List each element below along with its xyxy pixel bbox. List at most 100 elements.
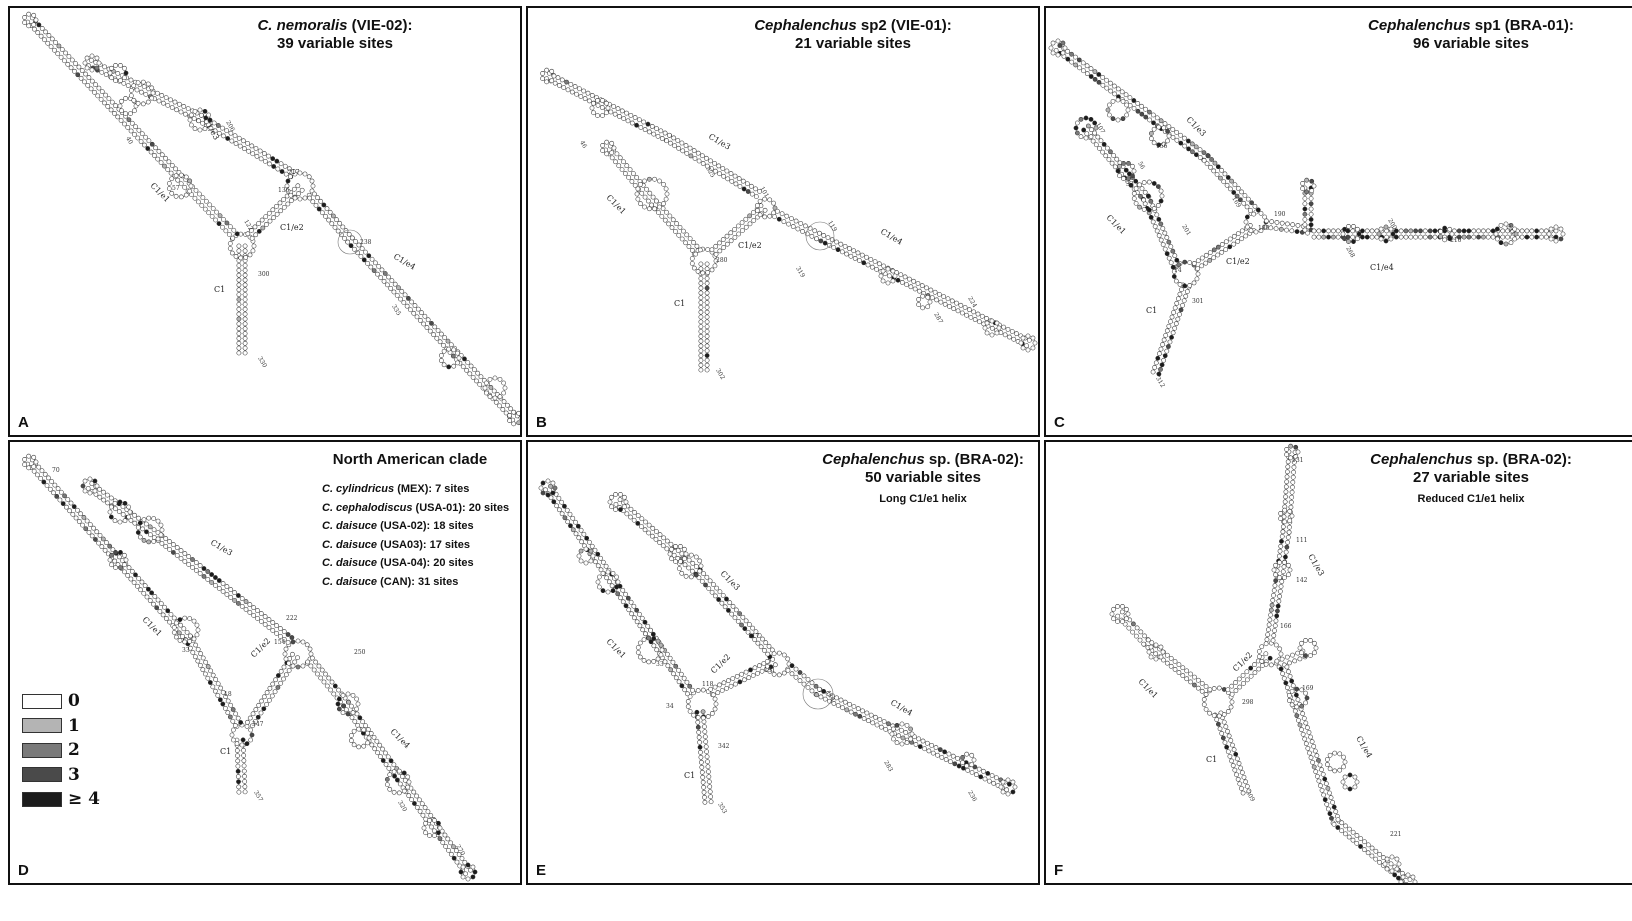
svg-text:114: 114 bbox=[824, 690, 836, 704]
svg-text:283: 283 bbox=[882, 760, 894, 774]
panel-c-title: Cephalenchus sp1 (BRA-01): 96 variable si… bbox=[1368, 17, 1574, 52]
svg-text:236: 236 bbox=[966, 790, 978, 804]
svg-text:190: 190 bbox=[1274, 211, 1286, 218]
svg-text:C1/e4: C1/e4 bbox=[889, 698, 914, 718]
svg-text:C1/e1: C1/e1 bbox=[605, 637, 628, 660]
svg-text:119: 119 bbox=[826, 220, 838, 234]
svg-text:C1/e2: C1/e2 bbox=[1226, 257, 1250, 266]
svg-text:C1/e4: C1/e4 bbox=[392, 252, 417, 272]
svg-text:210: 210 bbox=[1450, 237, 1462, 244]
panel-c-letter: C bbox=[1054, 414, 1065, 431]
svg-text:250: 250 bbox=[354, 649, 366, 656]
svg-text:287: 287 bbox=[932, 312, 944, 326]
panel-d-title: North American clade bbox=[332, 451, 488, 468]
legend-item: ≥ 4 bbox=[22, 787, 100, 812]
svg-text:238: 238 bbox=[360, 239, 372, 246]
svg-text:298: 298 bbox=[1242, 699, 1254, 706]
svg-text:169: 169 bbox=[1302, 685, 1314, 692]
svg-text:302: 302 bbox=[714, 368, 726, 382]
svg-text:C1/e3: C1/e3 bbox=[1185, 115, 1208, 138]
panel-b: C1/e1 C1/e2 C1/e3 C1/e4 C1 46 280 302 325 101 119 3… bbox=[526, 6, 1040, 437]
svg-text:224: 224 bbox=[966, 296, 978, 310]
svg-text:300: 300 bbox=[258, 271, 270, 278]
legend-swatch bbox=[22, 693, 62, 709]
panel-c: C1/e1 C1/e2 C1/e3 C1/e4 C1 33 56 14 301 312 107 156… bbox=[1044, 6, 1632, 437]
svg-text:241: 241 bbox=[1504, 224, 1516, 237]
legend-item: 3 bbox=[22, 763, 100, 788]
site-line: C. cylindricus (MEX): 7 sites bbox=[322, 483, 470, 495]
svg-text:C1: C1 bbox=[684, 771, 695, 780]
svg-text:280: 280 bbox=[716, 257, 728, 264]
svg-text:C1/e2: C1/e2 bbox=[709, 652, 732, 675]
svg-text:34: 34 bbox=[666, 703, 674, 710]
svg-text:312: 312 bbox=[1154, 376, 1166, 390]
panel-a-letter: A bbox=[18, 414, 29, 431]
svg-text:C1/e3: C1/e3 bbox=[707, 132, 732, 152]
svg-text:136: 136 bbox=[278, 187, 290, 194]
variable-sites-list: C. cylindricus (MEX): 7 sites C. cephalo… bbox=[322, 480, 509, 591]
svg-text:C1/e4: C1/e4 bbox=[879, 227, 904, 247]
svg-text:357: 357 bbox=[252, 790, 264, 804]
svg-text:217: 217 bbox=[288, 169, 300, 176]
svg-text:319: 319 bbox=[794, 266, 806, 280]
legend-swatch bbox=[22, 791, 62, 807]
panel-e: C1/e1 C1/e2 C1/e3 C1/e4 C1 34 342 353 33 118 117 13… bbox=[526, 440, 1040, 885]
panel-f-title: Cephalenchus sp. (BRA-02): 27 variable si… bbox=[1370, 451, 1572, 486]
svg-text:40: 40 bbox=[124, 136, 134, 146]
panel-d-letter: D bbox=[18, 862, 29, 879]
svg-text:330: 330 bbox=[256, 356, 268, 370]
svg-text:C1/e1: C1/e1 bbox=[1137, 677, 1160, 700]
svg-text:154: 154 bbox=[274, 639, 286, 646]
svg-text:33: 33 bbox=[1126, 181, 1134, 188]
svg-text:325: 325 bbox=[704, 166, 716, 180]
rna-structure-a: C1/e1C1/e2C1/e3C1/e4C1405712230033021720… bbox=[22, 11, 520, 427]
svg-text:46: 46 bbox=[578, 140, 588, 150]
svg-text:131: 131 bbox=[764, 667, 775, 674]
svg-text:57: 57 bbox=[172, 185, 180, 192]
svg-text:C1/e4: C1/e4 bbox=[1370, 263, 1394, 272]
legend-swatch bbox=[22, 767, 62, 783]
svg-text:142: 142 bbox=[1296, 577, 1308, 584]
svg-text:347: 347 bbox=[252, 721, 264, 728]
panel-b-title: Cephalenchus sp2 (VIE-01): 21 variable si… bbox=[754, 17, 952, 52]
svg-text:C1/e1: C1/e1 bbox=[1105, 213, 1128, 236]
svg-text:C1/e4: C1/e4 bbox=[1354, 735, 1374, 760]
svg-text:C1/e3: C1/e3 bbox=[1306, 553, 1326, 578]
panel-f: C1/e1 C1/e2 C1/e3 C1/e4 C1 298 309 169 221 142 111… bbox=[1044, 440, 1632, 885]
panel-f-note: Reduced C1/e1 helix bbox=[1417, 493, 1525, 505]
svg-text:C1/e4: C1/e4 bbox=[389, 727, 412, 750]
svg-text:56: 56 bbox=[1136, 161, 1146, 171]
svg-text:309: 309 bbox=[1244, 790, 1256, 804]
site-line: C. daisuce (CAN): 31 sites bbox=[322, 575, 459, 588]
rna-structure-f: C1/e1C1/e2C1/e3C1/e4C1298309169221142111… bbox=[1109, 443, 1418, 883]
svg-text:166: 166 bbox=[1280, 623, 1292, 630]
panel-a: C1/e1 C1/e2 C1/e3 C1/e4 C1 40 57 122 300 330 217 20… bbox=[8, 6, 522, 437]
legend-swatch bbox=[22, 742, 62, 758]
svg-text:C1: C1 bbox=[214, 285, 225, 294]
svg-text:C1: C1 bbox=[674, 299, 685, 308]
svg-text:335: 335 bbox=[390, 304, 402, 318]
svg-text:221: 221 bbox=[1390, 831, 1401, 838]
legend-swatch bbox=[22, 718, 62, 734]
svg-text:268: 268 bbox=[1344, 246, 1356, 260]
legend-item: 2 bbox=[22, 738, 100, 763]
svg-text:C1/e1: C1/e1 bbox=[605, 193, 628, 216]
svg-text:C1/e2: C1/e2 bbox=[249, 636, 272, 659]
svg-text:C1/e1: C1/e1 bbox=[141, 615, 164, 638]
svg-text:117: 117 bbox=[748, 633, 760, 640]
panel-d: C1/e1 C1/e2 C1/e3 C1/e4 C1 347 357 33 18 222 154 25… bbox=[8, 440, 522, 885]
svg-text:C1: C1 bbox=[220, 747, 231, 756]
legend-item: 1 bbox=[22, 714, 100, 739]
svg-text:131: 131 bbox=[1292, 457, 1303, 464]
svg-text:14: 14 bbox=[1174, 267, 1182, 274]
variability-legend: 0 1 2 3 ≥ 4 bbox=[22, 689, 100, 812]
svg-text:111: 111 bbox=[1296, 537, 1307, 544]
svg-text:118: 118 bbox=[702, 681, 714, 688]
panel-e-note: Long C1/e1 helix bbox=[879, 493, 967, 505]
svg-text:320: 320 bbox=[396, 800, 408, 814]
svg-text:180: 180 bbox=[1258, 225, 1270, 232]
svg-text:342: 342 bbox=[718, 743, 730, 750]
svg-text:70: 70 bbox=[52, 467, 60, 474]
legend-item: 0 bbox=[22, 689, 100, 714]
rna-structure-e: C1/e1 C1/e2 C1/e3 C1/e4 C1 34 342 353 33 118 117 13… bbox=[538, 478, 1018, 815]
